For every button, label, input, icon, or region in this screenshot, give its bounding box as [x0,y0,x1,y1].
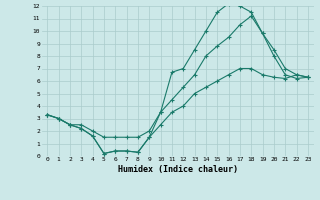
X-axis label: Humidex (Indice chaleur): Humidex (Indice chaleur) [118,165,237,174]
